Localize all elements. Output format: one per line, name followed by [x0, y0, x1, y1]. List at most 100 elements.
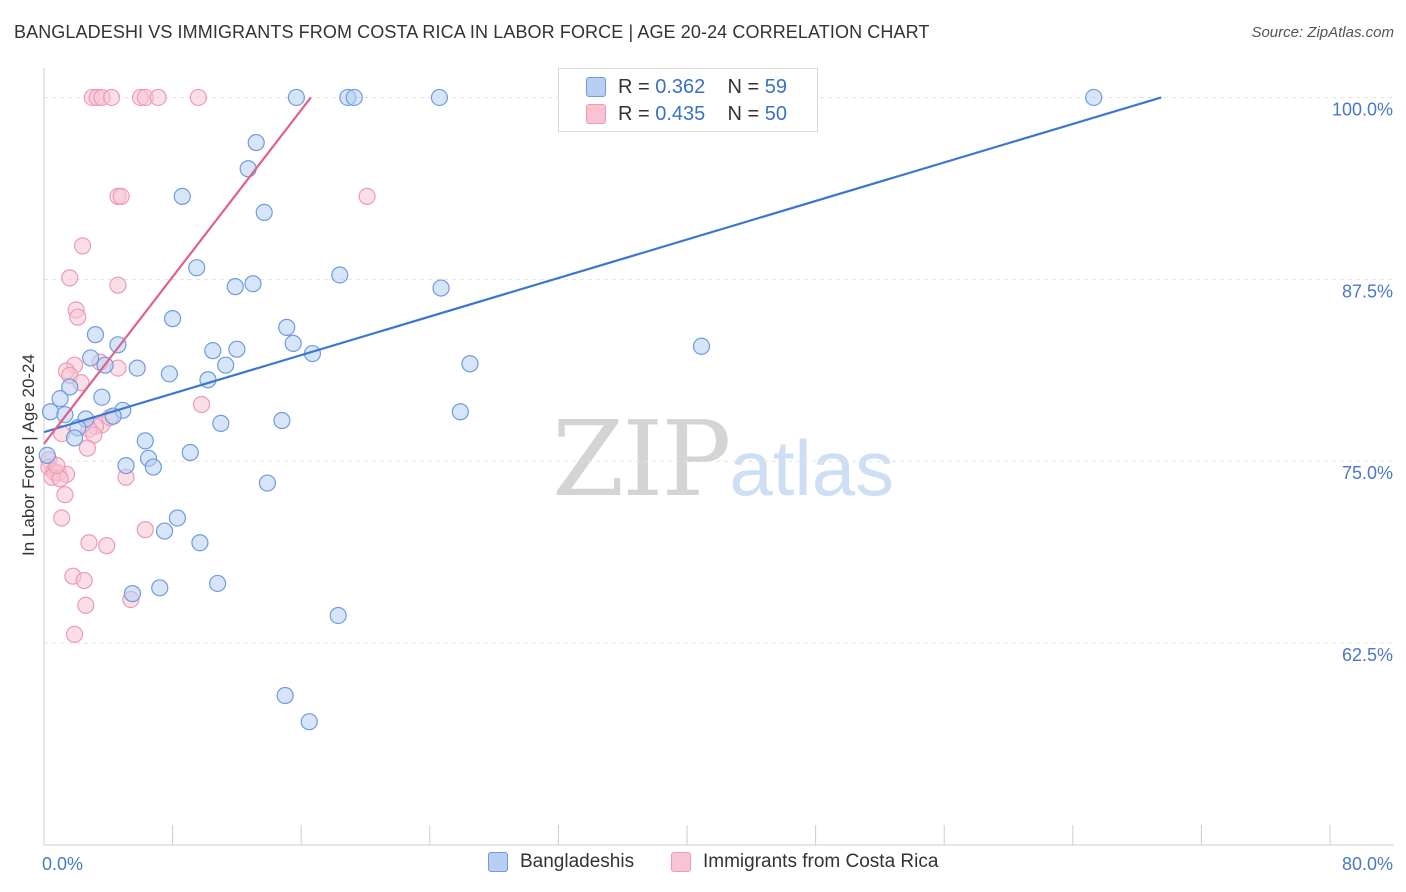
bangladeshi-point[interactable] [181, 443, 199, 462]
bangladeshi-point[interactable] [38, 446, 56, 465]
legend-swatch-blue [586, 77, 606, 97]
bangladeshi-point[interactable] [331, 266, 349, 284]
costa-rica-point[interactable] [192, 395, 211, 414]
bangladeshi-point[interactable] [212, 414, 230, 432]
bangladeshi-point[interactable] [247, 133, 265, 152]
bangladeshi-point[interactable] [160, 365, 178, 383]
legend-n-label: N = [727, 102, 760, 125]
legend-n-value: 50 [764, 102, 788, 125]
bangladeshi-point[interactable] [61, 378, 79, 396]
y-axis-label: In Labor Force | Age 20-24 [19, 354, 38, 556]
costa-rica-point[interactable] [189, 88, 207, 107]
tick-labels: 62.5% 75.0% 87.5% 100.0% 0.0% 80.0% [42, 99, 1393, 874]
costa-rica-point[interactable] [109, 276, 127, 294]
costa-rica-point[interactable] [56, 486, 74, 504]
bangladeshi-point[interactable] [82, 349, 100, 367]
bangladeshi-point[interactable] [1085, 88, 1103, 107]
bangladeshi-point[interactable] [228, 340, 246, 358]
bangladeshi-point[interactable] [209, 574, 227, 593]
bangladeshi-point[interactable] [244, 275, 262, 293]
bangladeshi-point[interactable] [239, 160, 257, 178]
bangladeshi-point[interactable] [278, 318, 296, 336]
legend: R = 0.362 N = 59 R = 0.435 N = 50 [558, 68, 818, 132]
series-costa-rica-points [40, 88, 376, 643]
bangladeshi-point[interactable] [191, 534, 209, 552]
series-legend-label: Immigrants from Costa Rica [703, 851, 939, 872]
bangladeshi-point[interactable] [41, 403, 60, 421]
chart-title: BANGLADESHI VS IMMIGRANTS FROM COSTA RIC… [14, 22, 930, 42]
bangladeshi-point[interactable] [204, 342, 222, 360]
series-legend: Bangladeshis Immigrants from Costa Rica [0, 851, 1406, 877]
bangladeshi-point[interactable] [128, 359, 146, 377]
bangladeshi-point[interactable] [258, 474, 277, 492]
costa-rica-point[interactable] [358, 187, 376, 206]
bangladeshi-point[interactable] [432, 279, 450, 297]
legend-r-value: 0.362 [655, 75, 706, 98]
bangladeshi-point[interactable] [117, 456, 135, 475]
bangladeshi-point[interactable] [151, 579, 169, 597]
series-legend-label: Bangladeshis [520, 851, 635, 872]
bangladeshi-point[interactable] [164, 310, 182, 328]
bangladeshi-point[interactable] [692, 337, 711, 355]
bangladeshi-point[interactable] [51, 390, 69, 408]
costa-rica-point[interactable] [61, 269, 79, 287]
watermark-zip: ZIP [552, 398, 731, 520]
bangladeshi-point[interactable] [136, 432, 154, 450]
bangladeshi-point[interactable] [93, 388, 111, 406]
bangladeshi-point[interactable] [329, 606, 347, 625]
bangladeshi-point[interactable] [188, 259, 206, 277]
bangladeshi-point[interactable] [86, 326, 105, 344]
bangladeshi-point[interactable] [65, 429, 84, 447]
bangladeshi-point[interactable] [276, 686, 294, 705]
costa-rica-point[interactable] [69, 308, 87, 326]
bangladeshi-point[interactable] [217, 356, 235, 374]
costa-rica-point[interactable] [112, 187, 130, 206]
axes [43, 68, 1394, 846]
costa-rica-point[interactable] [80, 534, 98, 552]
legend-swatch-pink [586, 104, 606, 124]
legend-row-bangladeshis: R = 0.362 N = 59 [559, 75, 787, 99]
costa-rica-point[interactable] [53, 509, 71, 527]
bangladeshi-point[interactable] [300, 713, 318, 731]
series-legend-swatch-blue [488, 852, 508, 872]
bangladeshi-point[interactable] [144, 458, 162, 476]
y-tick-label: 100.0% [1332, 99, 1393, 119]
costa-rica-point[interactable] [102, 88, 121, 107]
bangladeshi-point[interactable] [287, 88, 305, 107]
costa-rica-point[interactable] [75, 571, 93, 590]
watermark-atlas: atlas [729, 424, 895, 512]
costa-rica-point[interactable] [98, 537, 116, 555]
costa-rica-point[interactable] [73, 237, 92, 255]
y-tick-label: 62.5% [1342, 645, 1393, 665]
series-bangladeshis-points [38, 88, 1103, 731]
bangladeshi-point[interactable] [451, 403, 469, 421]
bangladeshi-point[interactable] [226, 278, 244, 296]
bangladeshi-point[interactable] [345, 88, 363, 107]
legend-r-label: R = [618, 75, 650, 98]
series-legend-costa-rica[interactable]: Immigrants from Costa Rica [671, 851, 938, 873]
series-legend-bangladeshis[interactable]: Bangladeshis [488, 851, 634, 873]
bangladeshi-point[interactable] [430, 88, 449, 107]
series-legend-swatch-pink [671, 852, 691, 872]
bangladeshi-point[interactable] [123, 585, 142, 603]
bangladeshi-point[interactable] [461, 355, 479, 373]
costa-rica-point[interactable] [149, 88, 167, 107]
bangladeshi-point[interactable] [273, 411, 291, 430]
legend-row-costa-rica: R = 0.435 N = 50 [559, 102, 787, 126]
costa-rica-point[interactable] [77, 596, 95, 614]
legend-n-value: 59 [764, 75, 788, 98]
y-tick-label: 75.0% [1342, 463, 1393, 483]
source-label: Source: ZipAtlas.com [1251, 24, 1394, 41]
costa-rica-trend-line [43, 96, 312, 445]
bangladeshi-point[interactable] [173, 187, 191, 206]
x-tick-label: 80.0% [1342, 854, 1393, 874]
bangladeshi-point[interactable] [168, 509, 187, 527]
bangladeshi-point[interactable] [255, 203, 273, 222]
x-tick-label: 0.0% [42, 854, 83, 874]
costa-rica-point[interactable] [78, 439, 97, 457]
costa-rica-point[interactable] [65, 625, 84, 643]
bangladeshi-point[interactable] [284, 334, 302, 352]
legend-r-value: 0.435 [655, 102, 706, 125]
bangladeshi-point[interactable] [155, 522, 174, 540]
costa-rica-point[interactable] [136, 521, 154, 539]
